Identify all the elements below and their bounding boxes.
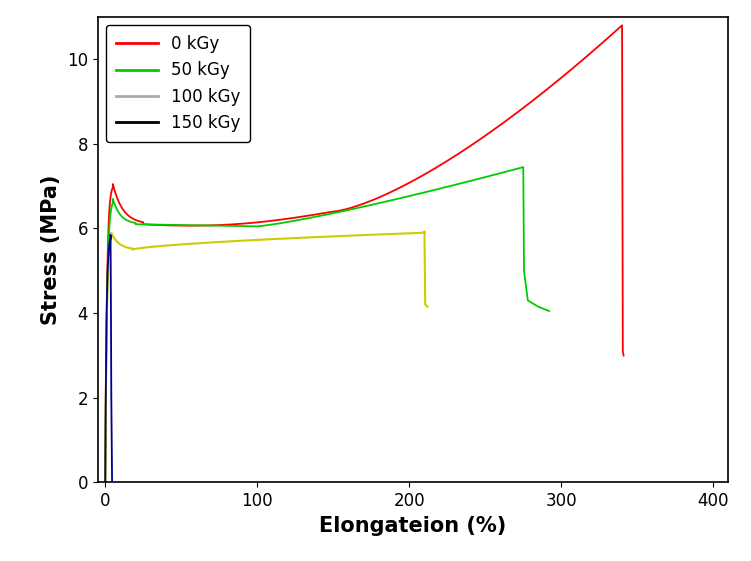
- 150 kGy: [105, 238, 114, 245]
- Legend: 0 kGy, 50 kGy, 100 kGy, 150 kGy: 0 kGy, 50 kGy, 100 kGy, 150 kGy: [106, 25, 250, 142]
- 50 kGy: [103, 284, 112, 291]
- 100 kGy: [361, 232, 370, 238]
- Line: 150 kGy: 150 kGy: [105, 235, 112, 482]
- 150 kGy: [101, 479, 110, 486]
- 150 kGy: [105, 240, 114, 247]
- 0 kGy: [195, 222, 204, 229]
- 0 kGy: [107, 186, 116, 193]
- 0 kGy: [108, 184, 117, 191]
- 100 kGy: [105, 242, 114, 249]
- 150 kGy: [101, 466, 110, 473]
- 100 kGy: [420, 229, 429, 236]
- Y-axis label: Stress (MPa): Stress (MPa): [41, 174, 62, 325]
- 100 kGy: [106, 237, 115, 243]
- 100 kGy: [103, 290, 112, 297]
- 50 kGy: [101, 479, 110, 486]
- Line: 50 kGy: 50 kGy: [105, 167, 549, 482]
- 50 kGy: [519, 164, 528, 171]
- 100 kGy: [420, 228, 429, 235]
- 0 kGy: [179, 222, 189, 229]
- Line: 100 kGy: 100 kGy: [105, 232, 427, 482]
- 50 kGy: [275, 220, 284, 227]
- 150 kGy: [106, 232, 115, 238]
- 150 kGy: [104, 260, 113, 266]
- 0 kGy: [619, 352, 628, 359]
- 100 kGy: [423, 304, 432, 310]
- X-axis label: Elongateion (%): Elongateion (%): [319, 516, 507, 536]
- 150 kGy: [107, 477, 116, 484]
- 0 kGy: [617, 22, 626, 29]
- Line: 0 kGy: 0 kGy: [105, 25, 623, 482]
- 100 kGy: [101, 479, 110, 486]
- 150 kGy: [101, 421, 110, 428]
- 0 kGy: [107, 189, 116, 196]
- 50 kGy: [511, 165, 520, 172]
- 0 kGy: [430, 165, 439, 172]
- 50 kGy: [253, 223, 262, 230]
- 100 kGy: [184, 241, 193, 247]
- 150 kGy: [103, 266, 112, 273]
- 0 kGy: [101, 479, 110, 486]
- 50 kGy: [544, 307, 553, 314]
- 50 kGy: [143, 221, 152, 228]
- 50 kGy: [108, 200, 117, 206]
